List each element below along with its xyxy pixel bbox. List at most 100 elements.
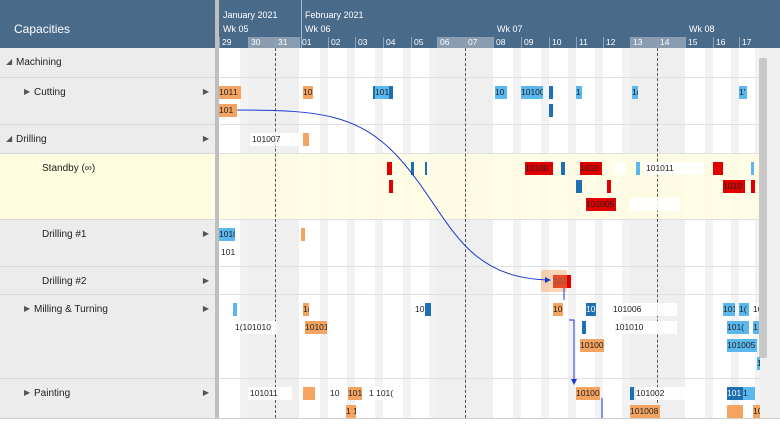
resource-row[interactable]: Drilling #2 ▶ — [0, 267, 215, 295]
order-bar[interactable] — [425, 303, 431, 316]
order-bar[interactable]: 10100 — [521, 86, 543, 99]
order-bar[interactable] — [387, 162, 392, 175]
order-bar[interactable] — [630, 387, 636, 400]
scrollbar-thumb[interactable] — [759, 58, 767, 358]
day-label[interactable]: 17 — [739, 37, 763, 48]
day-label[interactable]: 16 — [713, 37, 739, 48]
order-bar[interactable]: 10101 — [305, 321, 327, 334]
day-label[interactable]: 30 — [248, 37, 275, 48]
order-bar[interactable]: 101 — [219, 104, 237, 117]
order-bar[interactable]: 101 — [375, 86, 389, 99]
order-bar[interactable] — [636, 162, 640, 175]
order-bar[interactable]: 1( — [632, 86, 638, 99]
order-bar[interactable]: 1 — [233, 86, 241, 99]
resource-row[interactable]: ◢ Drilling ▶ — [0, 125, 215, 154]
order-bar[interactable]: 101011 — [644, 162, 704, 175]
day-label[interactable]: 01 — [299, 37, 328, 48]
order-bar[interactable]: 10 — [303, 86, 313, 99]
order-bar[interactable]: 101002 — [634, 387, 694, 400]
chevron-right-icon[interactable]: ▶ — [202, 276, 209, 285]
order-bar[interactable] — [607, 180, 611, 193]
order-bar[interactable]: 1010 — [219, 228, 235, 241]
order-bar[interactable] — [549, 86, 553, 99]
resource-row[interactable]: ▶ Cutting ▶ — [0, 78, 215, 125]
day-label[interactable]: 06 — [437, 37, 465, 48]
order-bar[interactable] — [301, 228, 305, 241]
order-bar[interactable]: 101 — [553, 275, 571, 288]
order-bar[interactable]: 101007 — [250, 133, 310, 146]
order-bar[interactable]: 1010 — [580, 162, 602, 175]
order-bar[interactable]: 1010 — [348, 387, 362, 400]
order-bar[interactable]: 101 — [723, 303, 735, 316]
order-bar[interactable] — [615, 162, 625, 175]
order-bar[interactable]: 101005 — [586, 198, 616, 211]
collapse-toggle-icon[interactable]: ◢ — [6, 57, 13, 66]
resource-row[interactable]: Drilling #1 ▶ — [0, 220, 215, 267]
order-bar[interactable] — [561, 162, 565, 175]
order-bar[interactable] — [630, 198, 680, 211]
chevron-right-icon[interactable]: ▶ — [202, 87, 209, 96]
chevron-right-icon[interactable]: ▶ — [202, 229, 209, 238]
order-bar[interactable] — [303, 133, 309, 146]
day-label[interactable]: 31 — [275, 37, 299, 48]
order-bar[interactable]: 10 — [553, 303, 563, 316]
gantt-grid[interactable]: 101(110101101010011(1'101101007101001010… — [219, 48, 780, 418]
order-bar[interactable] — [582, 321, 586, 334]
chevron-right-icon[interactable]: ▶ — [202, 134, 209, 143]
day-label[interactable]: 11 — [576, 37, 603, 48]
order-bar[interactable]: 1( — [303, 303, 309, 316]
day-label[interactable]: 09 — [521, 37, 549, 48]
order-bar[interactable]: 1 — [743, 387, 755, 400]
day-label[interactable]: 13 — [630, 37, 657, 48]
order-bar[interactable] — [751, 180, 755, 193]
order-bar[interactable] — [411, 162, 414, 175]
order-bar[interactable]: 1( — [739, 303, 749, 316]
expand-toggle-icon[interactable]: ▶ — [24, 87, 31, 96]
resource-row[interactable]: ▶ Milling & Turning ▶ — [0, 295, 215, 379]
order-bar[interactable] — [389, 180, 393, 193]
day-label[interactable]: 14 — [657, 37, 685, 48]
order-bar[interactable]: 10100 — [580, 339, 604, 352]
day-label[interactable]: 04 — [383, 37, 411, 48]
day-label[interactable]: 10 — [549, 37, 576, 48]
order-bar[interactable] — [549, 104, 553, 117]
day-label[interactable]: 07 — [465, 37, 493, 48]
order-bar[interactable]: 101005 — [727, 339, 757, 352]
order-bar[interactable]: 1 — [576, 86, 582, 99]
day-label[interactable]: 02 — [328, 37, 355, 48]
order-bar[interactable]: 10 — [586, 303, 596, 316]
day-label[interactable]: 12 — [603, 37, 630, 48]
day-label[interactable]: 15 — [685, 37, 713, 48]
order-bar[interactable] — [751, 162, 754, 175]
order-bar[interactable] — [303, 387, 315, 400]
expand-toggle-icon[interactable]: ▶ — [24, 304, 31, 313]
day-label[interactable]: 08 — [493, 37, 521, 48]
order-bar[interactable]: 101 — [727, 387, 747, 400]
order-bar[interactable]: 10100 — [525, 162, 553, 175]
order-bar[interactable]: 101011 — [248, 387, 292, 400]
resource-row[interactable]: ▶ Painting ▶ — [0, 379, 215, 419]
order-bar[interactable] — [727, 405, 743, 418]
order-bar[interactable] — [389, 86, 393, 99]
day-label[interactable]: 05 — [411, 37, 437, 48]
order-bar[interactable]: 10100 — [576, 387, 600, 400]
order-bar[interactable]: 101 — [219, 246, 235, 259]
order-bar[interactable]: 1 101( — [367, 387, 395, 400]
order-bar[interactable]: 1(101010 — [233, 321, 277, 334]
order-bar[interactable]: 101006 — [611, 303, 677, 316]
order-bar[interactable]: 101008 — [630, 405, 660, 418]
order-bar[interactable]: 101( — [727, 321, 749, 334]
order-bar[interactable]: 10 — [495, 86, 507, 99]
resource-row[interactable]: Standby (∞) — [0, 154, 215, 220]
day-label[interactable]: 03 — [355, 37, 383, 48]
chevron-right-icon[interactable]: ▶ — [202, 388, 209, 397]
order-bar[interactable]: 1010 — [723, 180, 745, 193]
expand-toggle-icon[interactable]: ▶ — [24, 388, 31, 397]
order-bar[interactable]: 101( — [328, 387, 340, 400]
order-bar[interactable] — [233, 303, 237, 316]
order-bar[interactable]: 1 — [753, 321, 761, 334]
resource-row[interactable]: ◢ Machining — [0, 48, 215, 78]
day-label[interactable]: 29 — [219, 37, 248, 48]
horizontal-scrollbar[interactable] — [0, 418, 780, 431]
order-bar[interactable]: 1 1 — [346, 405, 356, 418]
